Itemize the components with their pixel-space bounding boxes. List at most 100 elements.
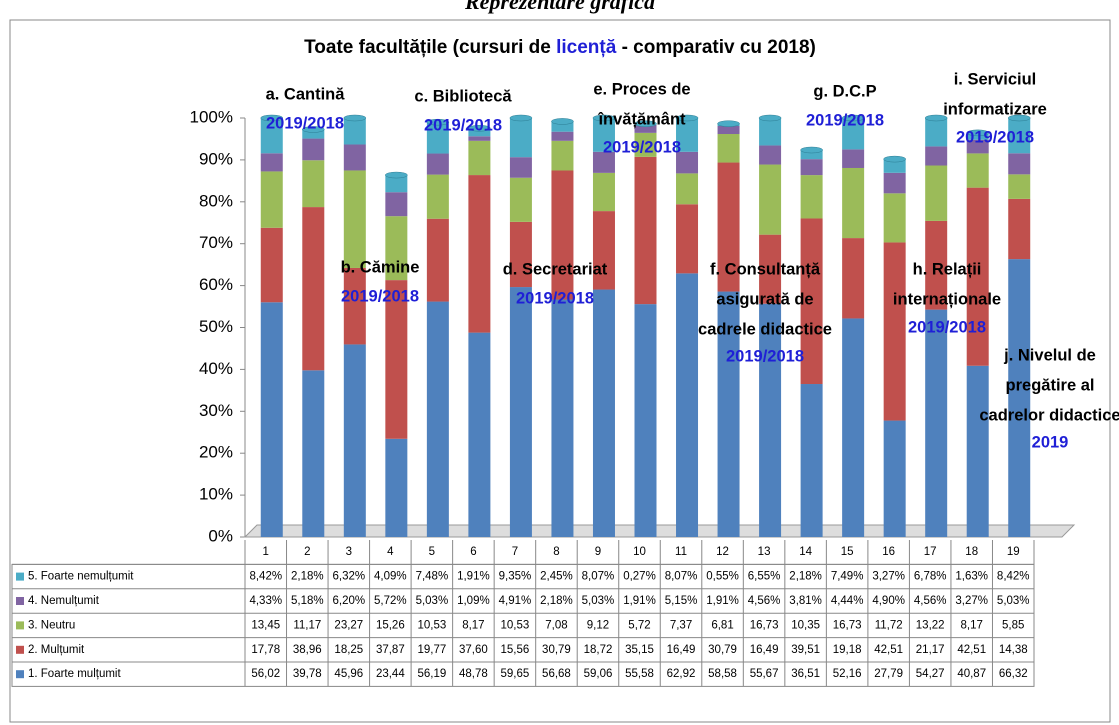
bar-segment	[1008, 198, 1031, 260]
table-cell: 10,53	[417, 619, 446, 631]
bar-cap	[800, 146, 823, 154]
bar-segment	[966, 139, 989, 154]
table-cell: 38,96	[293, 644, 322, 656]
table-cell: 23,44	[376, 668, 405, 680]
bar-cap	[509, 114, 533, 122]
bar-segment	[966, 187, 989, 366]
bar-segment	[592, 211, 615, 290]
bar-cap	[260, 114, 284, 122]
x-tick-label: 6	[470, 546, 476, 558]
table-cell: 8,42%	[997, 571, 1030, 583]
y-tick-label: 30%	[199, 401, 233, 420]
bar-cap	[426, 118, 450, 126]
table-cell: 4,56%	[748, 595, 781, 607]
bar-segment	[634, 156, 657, 305]
bar-segment	[592, 151, 615, 173]
table-cell: 7,37	[670, 619, 692, 631]
table-cell: 55,67	[750, 668, 779, 680]
x-tick-label: 1	[263, 546, 269, 558]
table-cell: 52,16	[833, 668, 862, 680]
bar-segment	[426, 218, 449, 302]
annotation-label: pregătire al	[1006, 376, 1095, 394]
bar-segment	[343, 267, 366, 345]
bar-segment	[551, 140, 574, 171]
bar-segment	[1008, 259, 1031, 537]
y-tick-label: 20%	[199, 443, 233, 462]
x-tick-label: 14	[799, 546, 812, 558]
bar-segment	[676, 151, 699, 174]
table-cell: 6,55%	[748, 571, 781, 583]
table-cell: 5,85	[1002, 619, 1024, 631]
bar-cap	[841, 114, 865, 122]
table-cell: 5,72	[628, 619, 650, 631]
bar-segment	[842, 167, 865, 239]
x-tick-label: 9	[595, 546, 601, 558]
bar-segment	[717, 126, 740, 135]
annotation-label: j. Nivelul de	[1003, 346, 1096, 364]
bar-segment	[759, 145, 782, 165]
y-tick-label: 10%	[199, 485, 233, 504]
x-tick-label: 11	[675, 546, 687, 558]
table-cell: 11,17	[293, 619, 321, 631]
bar-segment	[925, 118, 948, 147]
bar-segment	[842, 238, 865, 319]
bar-segment	[343, 118, 366, 145]
table-cell: 48,78	[459, 668, 488, 680]
bar-cap	[924, 114, 948, 122]
table-cell: 1,63%	[955, 571, 988, 583]
table-cell: 5,03%	[997, 595, 1030, 607]
annotation-year: 2019/2018	[424, 116, 502, 134]
bar-segment	[759, 303, 782, 537]
annotation-label: cadrele didactice	[698, 320, 832, 338]
legend-label: 1. Foarte mulțumit	[28, 668, 121, 680]
annotation-year: 2019	[1032, 433, 1069, 451]
table-cell: 19,77	[417, 644, 446, 656]
table-cell: 4,09%	[374, 571, 407, 583]
x-tick-label: 19	[1007, 546, 1020, 558]
bar-segment	[759, 164, 782, 235]
bar-segment	[426, 301, 449, 537]
table-cell: 39,78	[293, 668, 322, 680]
legend-label: 3. Neutru	[28, 619, 75, 631]
annotation-year: 2019/2018	[806, 111, 884, 129]
plot-area: 0% 10% 20% 30% 40% 50% 60% 70% 80% 90% 100%	[190, 107, 1076, 545]
legend-swatch	[16, 645, 24, 654]
annotation-year: 2019/2018	[266, 114, 344, 132]
bar-cap	[634, 120, 657, 127]
table-cell: 16,49	[667, 644, 696, 656]
table-cell: 18,25	[334, 644, 363, 656]
table-cell: 42,51	[874, 644, 903, 656]
annotation-year: 2019/2018	[516, 289, 594, 307]
bar-segment	[468, 175, 491, 333]
table-cell: 6,20%	[333, 595, 366, 607]
table-cell: 17,78	[251, 644, 280, 656]
table-cell: 23,27	[334, 619, 363, 631]
table-cell: 55,58	[625, 668, 654, 680]
table-cell: 6,81	[711, 619, 733, 631]
bar-segment	[468, 136, 491, 141]
table-cell: 13,45	[251, 619, 280, 631]
bar-cap	[758, 114, 782, 122]
bar-cap	[551, 118, 574, 125]
chart-title: Toate facultățile (cursuri de licență - …	[304, 37, 816, 58]
table-cell: 35,15	[625, 644, 654, 656]
table-cell: 1,09%	[457, 595, 490, 607]
table-cell: 5,15%	[665, 595, 698, 607]
table-cell: 6,78%	[914, 571, 947, 583]
x-tick-label: 3	[346, 546, 352, 558]
x-tick-label: 10	[633, 546, 646, 558]
bar-cap	[343, 114, 367, 122]
x-tick-label: 17	[924, 546, 937, 558]
x-tick-label: 4	[387, 546, 394, 558]
y-tick-label: 50%	[199, 317, 233, 336]
bar-segment	[509, 177, 532, 222]
table-cell: 40,87	[957, 668, 986, 680]
bar-segment	[509, 157, 532, 178]
table-cell: 4,56%	[914, 595, 947, 607]
table-cell: 14,38	[999, 644, 1028, 656]
legend-swatch	[16, 621, 24, 630]
bar-segment	[468, 128, 491, 137]
table-cell: 30,79	[542, 644, 571, 656]
bar-segment	[592, 289, 615, 537]
annotation-label: a. Cantină	[266, 85, 346, 103]
